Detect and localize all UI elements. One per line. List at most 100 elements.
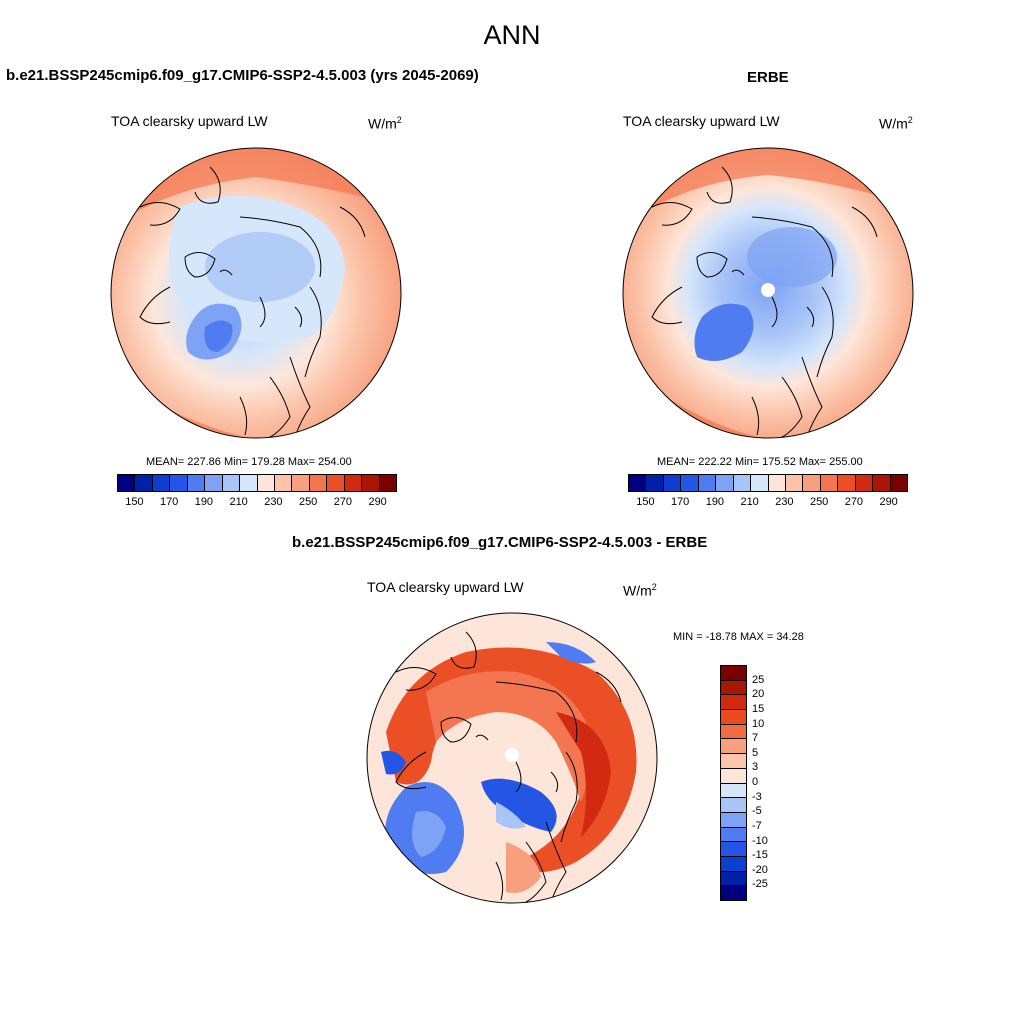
panel3-map <box>366 612 658 904</box>
colorbar-swatch <box>721 739 746 755</box>
colorbar-tick-label: 190 <box>194 496 214 508</box>
colorbar-swatch <box>379 475 396 491</box>
colorbar-swatch <box>751 475 769 491</box>
colorbar-tick-label: -7 <box>752 819 762 832</box>
colorbar-swatch <box>118 475 136 491</box>
colorbar-swatch <box>135 475 153 491</box>
colorbar-tick-label: 270 <box>844 496 864 508</box>
colorbar-swatch <box>170 475 188 491</box>
panel2-stats: MEAN= 222.22 Min= 175.52 Max= 255.00 <box>657 456 863 468</box>
colorbar-swatch <box>222 475 241 491</box>
colorbar-swatch <box>721 695 746 711</box>
colorbar-swatch <box>292 475 310 491</box>
panel3-colorbar <box>720 665 747 901</box>
colorbar-swatch <box>663 475 682 491</box>
colorbar-tick-label: 250 <box>298 496 318 508</box>
panel1-units: W/m2 <box>368 115 402 132</box>
colorbar-swatch <box>721 856 746 872</box>
colorbar-swatch <box>721 710 746 725</box>
colorbar-tick-label: 190 <box>705 496 725 508</box>
colorbar-tick-label: 230 <box>775 496 794 508</box>
colorbar-swatch <box>257 475 275 491</box>
panel3-stats: MIN = -18.78 MAX = 34.28 <box>673 631 804 643</box>
colorbar-swatch <box>344 475 363 491</box>
colorbar-swatch <box>716 475 734 491</box>
colorbar-tick-label: -3 <box>752 790 762 803</box>
panel2-units: W/m2 <box>879 115 913 132</box>
colorbar-swatch <box>721 871 746 887</box>
colorbar-tick-label: 170 <box>670 496 690 508</box>
colorbar-swatch <box>362 475 380 491</box>
colorbar-tick-label: 210 <box>740 496 759 508</box>
colorbar-tick-label: -15 <box>752 849 768 862</box>
colorbar-tick-label: 10 <box>752 717 765 730</box>
colorbar-swatch <box>698 475 717 491</box>
colorbar-tick-label: -25 <box>752 878 768 891</box>
panel1-title: b.e21.BSSP245cmip6.f09_g17.CMIP6-SSP2-4.… <box>6 67 479 84</box>
colorbar-swatch <box>721 798 746 813</box>
colorbar-tick-label: -10 <box>752 834 768 847</box>
colorbar-tick-label: 150 <box>636 496 655 508</box>
colorbar-tick-label: 20 <box>752 688 765 701</box>
colorbar-tick-label: 150 <box>125 496 144 508</box>
panel3-title: b.e21.BSSP245cmip6.f09_g17.CMIP6-SSP2-4.… <box>292 534 708 551</box>
main-title: ANN <box>483 20 541 50</box>
colorbar-tick-label: 270 <box>333 496 353 508</box>
panel3-units: W/m2 <box>623 582 657 599</box>
colorbar-tick-label: 170 <box>159 496 179 508</box>
colorbar-swatch <box>768 475 786 491</box>
panel1-variable: TOA clearsky upward LW <box>111 113 268 129</box>
colorbar-swatch <box>240 475 258 491</box>
panel1-map <box>110 147 402 439</box>
panel2-variable: TOA clearsky upward LW <box>623 113 780 129</box>
panel2-colorbar <box>628 474 908 492</box>
colorbar-swatch <box>205 475 223 491</box>
colorbar-swatch <box>785 475 804 491</box>
colorbar-swatch <box>890 475 907 491</box>
colorbar-swatch <box>803 475 821 491</box>
colorbar-tick-label: 25 <box>752 673 765 686</box>
colorbar-swatch <box>721 783 746 799</box>
colorbar-tick-label: 15 <box>752 702 765 715</box>
colorbar-swatch <box>721 724 746 740</box>
colorbar-tick-label: 290 <box>879 496 898 508</box>
colorbar-swatch <box>681 475 699 491</box>
colorbar-tick-label: 5 <box>752 746 759 759</box>
panel1-stats: MEAN= 227.86 Min= 179.28 Max= 254.00 <box>146 456 352 468</box>
colorbar-swatch <box>721 768 746 784</box>
colorbar-swatch <box>820 475 839 491</box>
colorbar-swatch <box>873 475 891 491</box>
colorbar-swatch <box>646 475 664 491</box>
panel1-colorbar <box>117 474 397 492</box>
colorbar-tick-label: 0 <box>752 776 759 788</box>
colorbar-swatch <box>274 475 293 491</box>
colorbar-swatch <box>855 475 874 491</box>
colorbar-swatch <box>733 475 752 491</box>
panel2-title: ERBE <box>747 69 789 86</box>
colorbar-swatch <box>721 754 746 769</box>
panel2-colorbar-labels: 150 170 190 210 230 250 270 290 <box>628 496 908 510</box>
colorbar-swatch <box>309 475 328 491</box>
colorbar-swatch <box>721 886 746 900</box>
panel2-map <box>622 147 914 439</box>
colorbar-tick-label: 250 <box>809 496 829 508</box>
panel1-colorbar-labels: 150 170 190 210 230 250 270 290 <box>117 496 397 510</box>
colorbar-swatch <box>721 680 746 696</box>
colorbar-swatch <box>721 666 746 681</box>
colorbar-tick-label: -20 <box>752 863 768 876</box>
colorbar-tick-label: -5 <box>752 805 762 818</box>
colorbar-tick-label: 210 <box>229 496 248 508</box>
colorbar-swatch <box>838 475 856 491</box>
colorbar-tick-label: 290 <box>368 496 387 508</box>
colorbar-tick-label: 230 <box>264 496 283 508</box>
colorbar-swatch <box>629 475 647 491</box>
colorbar-swatch <box>327 475 345 491</box>
colorbar-tick-label: 3 <box>752 761 759 774</box>
colorbar-swatch <box>187 475 206 491</box>
panel3-variable: TOA clearsky upward LW <box>367 579 524 595</box>
colorbar-swatch <box>721 827 746 843</box>
colorbar-swatch <box>152 475 171 491</box>
colorbar-swatch <box>721 842 746 857</box>
colorbar-swatch <box>721 812 746 828</box>
colorbar-tick-label: 7 <box>752 732 759 745</box>
